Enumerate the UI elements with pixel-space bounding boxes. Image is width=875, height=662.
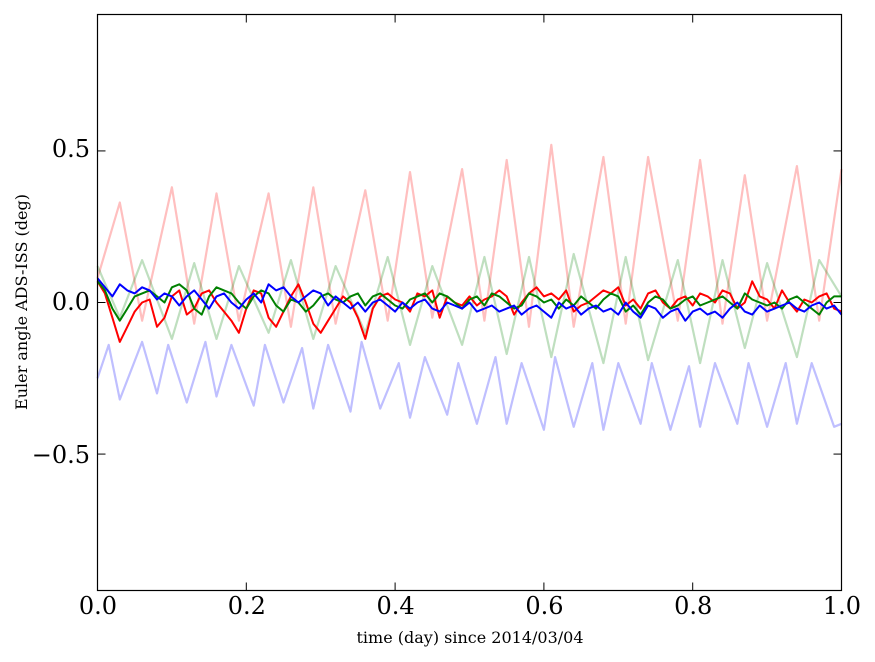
- x-tick-label: 1.0: [823, 592, 861, 620]
- series-line-5: [96, 280, 842, 322]
- y-tick-label: 0.0: [52, 288, 90, 316]
- tick-layer: [97, 14, 842, 591]
- y-tick-label: −0.5: [32, 441, 90, 469]
- x-tick-label: 0.4: [377, 592, 415, 620]
- series-layer: [96, 143, 843, 431]
- x-tick-label: 0.0: [79, 592, 117, 620]
- x-tick-label: 0.2: [228, 592, 266, 620]
- x-axis-label: time (day) since 2014/03/04: [356, 628, 583, 647]
- x-tick-label: 0.8: [674, 592, 712, 620]
- y-axis-label: Euler angle ADS-ISS (deg): [12, 194, 31, 410]
- series-line-6: [96, 277, 843, 322]
- x-tick-label: 0.6: [525, 592, 563, 620]
- series-line-3: [96, 340, 842, 431]
- y-tick-label: 0.5: [52, 135, 90, 163]
